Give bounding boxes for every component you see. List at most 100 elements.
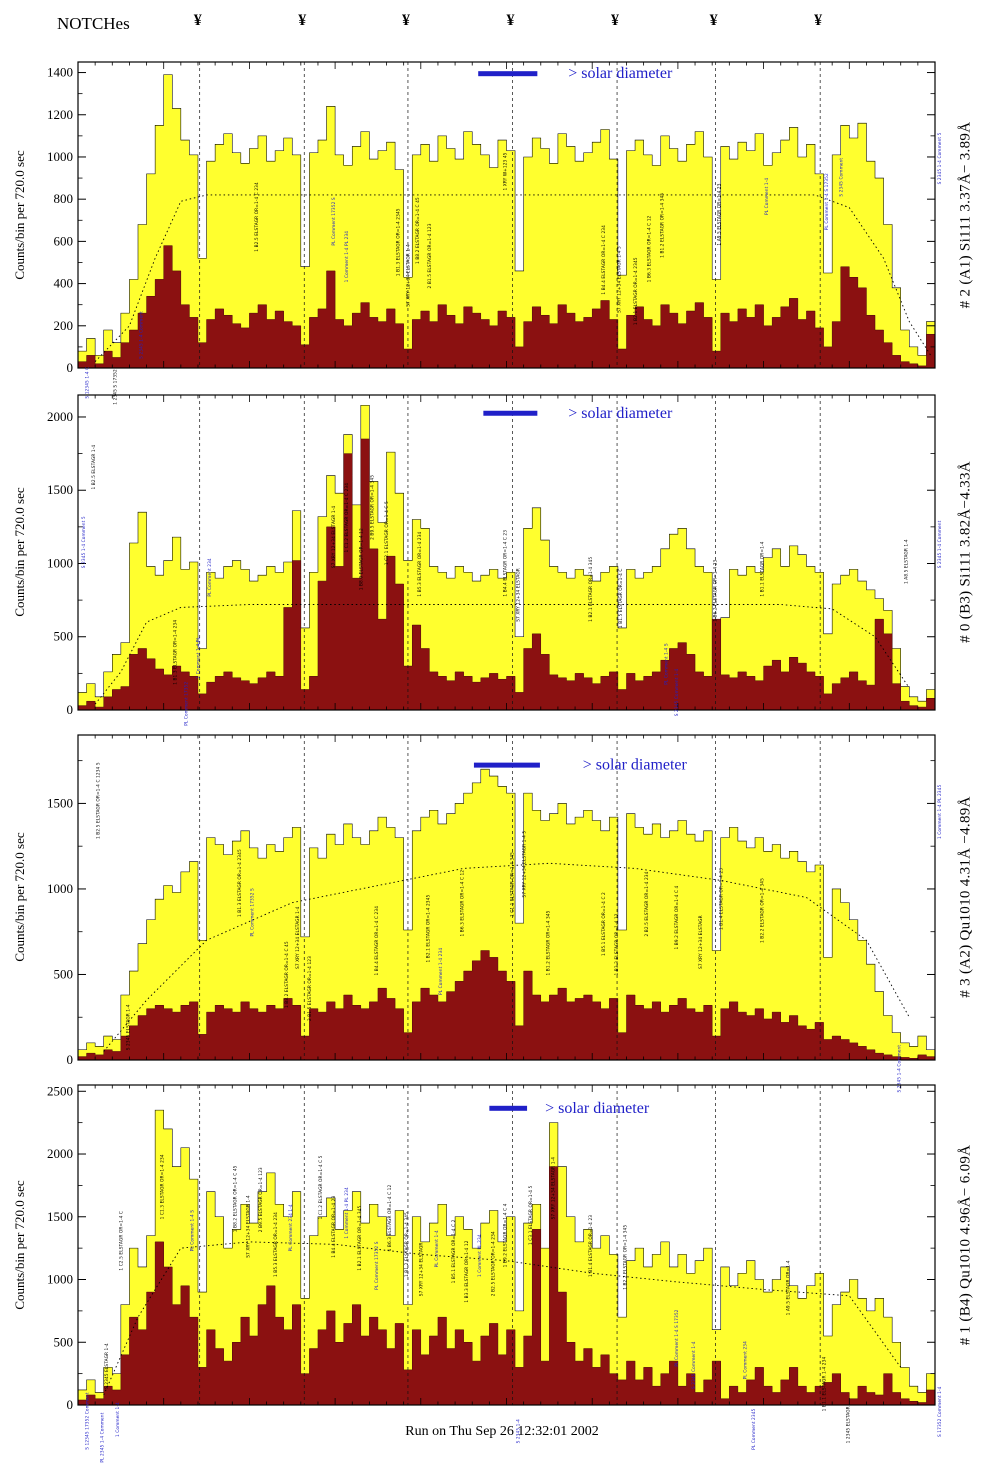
yellow-counts-histogram xyxy=(77,768,936,1061)
notch-symbol: ¥ xyxy=(401,12,410,29)
event-annotation: 1 B3.3 ELSTAGR OR=1-4 12 xyxy=(464,1240,470,1302)
event-annotation: PL Comment 1-4 xyxy=(434,1230,440,1267)
event-annotation: 1 C1.1 ELSTAGR OR=1-4 345 xyxy=(509,852,515,917)
event-annotation: 1 B8.2 ELSTAGR OR=1-4 C 45 xyxy=(284,941,290,1008)
run-timestamp: Run on Thu Sep 26 12:32:01 2002 xyxy=(405,1424,599,1439)
y-axis-label: Counts/bin per 720.0 sec xyxy=(12,487,27,617)
event-annotation: S 2345 1-4 Comment 5 xyxy=(937,132,943,184)
solar-diameter-bar xyxy=(473,762,540,768)
notch-symbol: ¥ xyxy=(506,12,515,29)
event-annotation: 1 B6.3 ELSTAGR OR=1-4 C 12 xyxy=(646,215,652,282)
event-annotation: 1 Comment 1-4 PL xyxy=(196,637,202,679)
event-annotation: 1 B1.2 ELSTAGR OR=1-4 345 xyxy=(659,193,665,258)
solar-diameter-legend-label: > solar diameter xyxy=(568,405,673,422)
event-annotation: 1 B2.1 ELSTAGR OR=1-4 345 xyxy=(357,1205,363,1270)
event-annotation: PL Comment 17352 S xyxy=(331,197,337,246)
y-tick-label: 1000 xyxy=(47,881,73,896)
dark-red-counts-histogram xyxy=(77,950,936,1061)
event-annotation: 1 B1.5 ELSTAGR OR=1-4 C xyxy=(618,569,624,629)
event-annotation: 2 B2.5 ELSTAGR OR=1-4 234 xyxy=(491,1231,497,1296)
event-annotation: S 12345 17352 Comment xyxy=(84,1392,90,1450)
notch-symbol: ¥ xyxy=(709,12,718,29)
dotted-guide-curve xyxy=(103,1241,902,1396)
event-annotation: 1 B2.1 ELSTAGR OR=1-4 2345 xyxy=(425,895,431,963)
event-annotation: S7 XRY 12+34 ELSTAGR 1-4 xyxy=(550,1157,556,1220)
event-annotation: 1 B4.4 ELSTAGR OR=1-4 C 234 xyxy=(601,225,607,295)
yellow-counts-histogram xyxy=(77,74,936,369)
notch-symbol: ¥ xyxy=(814,12,823,29)
y-tick-label: 1400 xyxy=(47,65,73,80)
event-annotation: 1 C1.3 ELSTAGR OR=1-4 234 xyxy=(160,1154,166,1219)
event-annotation: 1 B6.3 ELSTAGR OR=1-4 C 12 xyxy=(387,1185,393,1252)
y-tick-label: 1000 xyxy=(47,1272,73,1287)
event-annotation: S 2345 Comment 1-4 xyxy=(674,669,680,717)
event-annotation: 1 B1.1 ELSTAGR 1-4 234 xyxy=(821,1357,827,1412)
event-annotation: 1 B5.1 ELSTAGR OR=1-4 C 2 xyxy=(601,892,607,956)
event-annotation: 1 B2.2 ELSTAGR OR=1-4 345 xyxy=(760,878,766,943)
event-annotation: 2 B1.5 ELSTAGR OR=1-4 123 xyxy=(307,956,313,1021)
event-annotation: 1 B5.3 ELSTAGR OR=1-4 234 xyxy=(273,1212,279,1277)
event-annotation: S 2345 1-4 Comment xyxy=(937,520,943,568)
y-tick-label: 2500 xyxy=(47,1083,73,1098)
event-annotation: PL Comment 1-4 S 17352 xyxy=(674,1309,680,1366)
event-annotation: S 17352 Comment 1-4 xyxy=(937,1386,943,1437)
y-tick-label: 1000 xyxy=(47,555,73,570)
event-annotation: PL Comment 17352 xyxy=(184,682,190,726)
event-annotation: PL Comment 1-4 xyxy=(764,178,770,215)
y-tick-label: 600 xyxy=(54,233,74,248)
event-annotation: 1 B9.2 ELSTAGR OR=1-4 C 4 xyxy=(674,885,680,949)
dark-red-counts-histogram xyxy=(77,438,936,711)
event-annotation: S 2345 Comment xyxy=(838,158,844,197)
event-annotation: 1 A8.5 ELSTAGR 1-4 xyxy=(904,539,910,584)
y-tick-label: 500 xyxy=(54,629,74,644)
event-annotation: 1 B4.4 ELSTAGR OR=1-4 23 xyxy=(331,1195,337,1257)
event-annotation: 1 B8.2 ELSTAGR OR=1-4 C 45 xyxy=(415,197,421,264)
event-annotation: 1 B1.2 ELSTAGR OR=1-4 345 xyxy=(545,910,551,975)
event-annotation: 1 B9.2 ELSTAGR OR=1-4 C 4 xyxy=(503,1203,509,1267)
dotted-guide-curve xyxy=(94,194,932,362)
event-annotation: 1 B4.4 ELSTAGR OR=1-4 C 234 xyxy=(374,906,380,976)
event-annotation: PL Comment 17352 S xyxy=(374,1241,380,1290)
panel-2-right-label: # 0 (B3) Si111 3.82Å−4.33Å xyxy=(957,461,974,643)
event-annotation: 1 B1.2 ELSTAGR OR=1-4 345 xyxy=(404,1212,410,1277)
y-tick-label: 2000 xyxy=(47,1146,73,1161)
event-annotation: S7 XRY 12+34 ELSTAGR 1-4 5 xyxy=(616,246,622,313)
event-annotation: S 2345 ELSTAGR 1-4 xyxy=(104,1343,110,1389)
panel-1-right-label: # 2 (A1) Si111 3.37Å− 3.89Å xyxy=(957,121,974,309)
event-annotation: S7 XRY 12+34 ELSTAGR xyxy=(419,1243,425,1297)
event-annotation: S 2345 ELSTAGR 1-4 xyxy=(125,1004,131,1050)
event-annotation: 1 B2.2 ELSTAGR OR=1-4 345 xyxy=(622,1225,628,1290)
y-axis-label: Counts/bin per 720.0 sec xyxy=(12,1180,27,1310)
event-annotation: 1 B2.5 ELSTAGR 1-4 xyxy=(91,445,97,490)
event-annotation: S7 XRY 12+34 ELSTAGR xyxy=(698,915,704,969)
event-annotation: 1 B1.1 ELSTAGR OR=1-4 xyxy=(760,541,766,596)
event-annotation: 1 B6.3 ELSTAGR OR=1-4 C 12 xyxy=(460,870,466,937)
y-tick-label: 800 xyxy=(54,191,74,206)
dark-red-counts-histogram xyxy=(77,245,936,369)
event-annotation: PL Comment 234 1-4 xyxy=(288,1204,294,1251)
y-tick-label: 1000 xyxy=(47,149,73,164)
y-tick-label: 0 xyxy=(67,1052,74,1067)
y-axis-label: Counts/bin per 720.0 sec xyxy=(12,832,27,962)
notches-label: NOTCHes xyxy=(57,14,130,33)
event-annotation: 1 B4.4 ELSTAGR OR=1-4 C 23 xyxy=(503,530,509,597)
event-annotation: 2 B1.5 ELSTAGR OR=1-4 123 xyxy=(427,223,433,288)
event-annotation: 1 Comment 1-4 PL 234 xyxy=(344,231,350,283)
event-annotation: 1 C3.1 ELSTAGR OR=1-4 5 xyxy=(528,1185,534,1245)
y-tick-label: 500 xyxy=(54,966,74,981)
y-tick-label: 1500 xyxy=(47,482,73,497)
notch-symbol: ¥ xyxy=(611,12,620,29)
y-tick-label: 1500 xyxy=(47,1209,73,1224)
event-annotation: PL Comment 1-4 S xyxy=(190,1210,196,1252)
event-annotation: 1 C1.2 ELSTAGR OR=1-4 C 234 xyxy=(344,483,350,553)
event-annotation: PL Comment 1-4 S 17352 xyxy=(824,173,830,230)
event-annotation: 1 C2.1 ELSTAGR OR=1-4 C 5 xyxy=(384,501,390,565)
event-annotation: 1 B6.2 ELSTAGR OR=1-4 23 xyxy=(712,559,718,621)
notch-symbol: ¥ xyxy=(298,12,307,29)
y-tick-label: 1500 xyxy=(47,795,73,810)
event-annotation: 1 B2.1 ELSTAGR OR=1-4 345 xyxy=(588,557,594,622)
event-annotation: 2 B2.5 ELSTAGR OR=1-4 234 xyxy=(644,871,650,936)
event-annotation: 1 Comment 1-4 PL 2345 xyxy=(937,785,943,839)
solar-diameter-legend-label: > solar diameter xyxy=(568,65,673,82)
